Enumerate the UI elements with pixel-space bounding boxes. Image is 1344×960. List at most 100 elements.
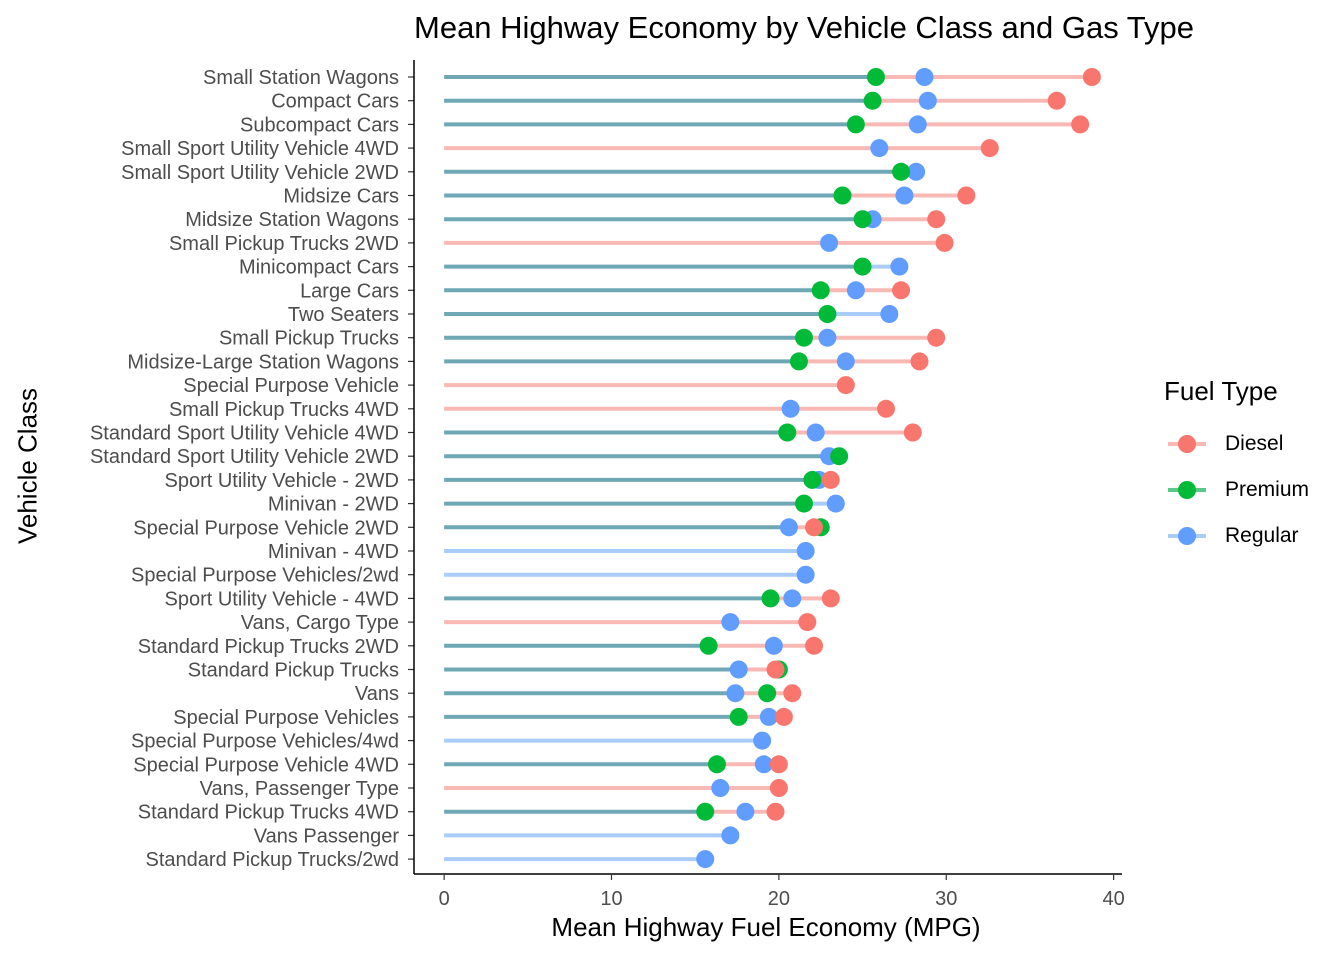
point-regular-row-11 [818,328,837,347]
point-premium-row-12 [789,352,808,371]
point-premium-row-17 [803,470,822,489]
y-tick-label-13: Special Purpose Vehicle [183,375,399,397]
y-tick-label-6: Midsize Station Wagons [185,209,399,231]
point-diesel-row-2 [1071,115,1090,134]
point-regular-row-2 [908,115,927,134]
point-diesel-row-26 [783,684,802,703]
point-diesel-row-5 [957,186,976,205]
legend-key-diesel-dot [1178,435,1196,453]
point-diesel-row-22 [821,589,840,608]
y-tick-label-9: Large Cars [300,280,399,302]
point-diesel-row-0 [1082,68,1101,86]
point-premium-row-4 [892,162,911,181]
point-regular-row-30 [711,779,730,797]
point-premium-row-10 [818,305,837,323]
point-premium-row-27 [729,707,748,726]
point-regular-row-24 [764,636,783,655]
point-premium-row-9 [811,281,830,300]
point-diesel-row-9 [892,281,911,300]
x-tick-label-1: 10 [600,888,622,910]
y-tick-label-21: Special Purpose Vehicles/2wd [131,565,399,587]
point-diesel-row-13 [836,376,855,395]
y-tick-label-7: Small Pickup Trucks 2WD [169,233,399,255]
y-tick-label-23: Vans, Cargo Type [241,612,399,634]
point-regular-row-8 [890,257,909,276]
y-tick-label-17: Sport Utility Vehicle - 2WD [164,470,399,492]
point-regular-row-25 [729,660,748,679]
point-regular-row-27 [759,707,778,726]
point-diesel-row-15 [903,423,922,442]
point-premium-row-31 [696,802,715,821]
point-diesel-row-30 [769,779,788,797]
point-regular-row-29 [754,755,773,774]
x-tick-label-3: 30 [935,888,957,910]
y-tick-label-33: Standard Pickup Trucks/2wd [146,849,399,871]
point-regular-row-28 [753,731,772,750]
point-diesel-row-7 [935,233,954,252]
point-regular-row-20 [796,542,815,560]
point-regular-row-23 [721,613,740,632]
x-tick-label-4: 40 [1103,888,1125,910]
point-regular-row-32 [721,826,740,845]
point-diesel-row-25 [766,660,785,679]
point-regular-row-31 [736,802,755,821]
legend-key-premium [1168,481,1206,499]
point-regular-row-10 [880,305,899,323]
point-diesel-row-31 [766,802,785,821]
x-tick-label-2: 20 [768,888,790,910]
point-regular-row-18 [826,494,845,513]
point-premium-row-15 [778,423,797,442]
x-tick-label-0: 0 [439,888,450,910]
y-tick-label-22: Sport Utility Vehicle - 4WD [164,588,399,610]
point-diesel-row-29 [769,755,788,774]
point-premium-row-6 [853,210,872,229]
point-regular-row-12 [836,352,855,371]
point-regular-row-21 [796,565,815,584]
legend-label-diesel: Diesel [1225,432,1284,455]
legend-key-premium-dot [1178,481,1196,499]
y-tick-label-29: Special Purpose Vehicle 4WD [133,754,399,776]
y-tick-label-30: Vans, Passenger Type [200,778,399,800]
y-tick-label-25: Standard Pickup Trucks [188,660,399,682]
point-premium-row-26 [758,684,777,703]
point-premium-row-8 [853,257,872,276]
point-premium-row-22 [761,589,780,608]
legend-item-premium: Premium [1164,467,1309,513]
point-diesel-row-14 [877,399,895,418]
point-diesel-row-11 [927,328,946,347]
point-premium-row-29 [707,755,726,774]
point-premium-row-18 [794,494,813,513]
point-regular-row-9 [846,281,865,300]
point-regular-row-19 [779,518,798,537]
y-tick-label-20: Minivan - 4WD [268,541,399,563]
point-diesel-row-27 [774,707,793,726]
point-premium-row-1 [863,91,882,110]
y-tick-label-2: Subcompact Cars [240,114,399,136]
point-regular-row-22 [783,589,802,608]
y-tick-label-4: Small Sport Utility Vehicle 2WD [121,162,399,184]
y-tick-label-32: Vans Passenger [254,825,400,847]
y-tick-label-14: Small Pickup Trucks 4WD [169,399,399,421]
point-diesel-row-3 [980,139,999,158]
y-tick-label-1: Compact Cars [271,91,399,113]
point-regular-row-5 [895,186,914,205]
point-regular-row-3 [870,139,889,158]
y-tick-label-0: Small Station Wagons [203,67,399,89]
y-tick-label-18: Minivan - 2WD [268,494,399,516]
y-tick-label-31: Standard Pickup Trucks 4WD [138,802,399,824]
legend-key-diesel [1168,435,1206,453]
point-premium-row-5 [833,186,852,205]
y-tick-label-19: Special Purpose Vehicle 2WD [133,517,399,539]
x-axis-title: Mean Highway Fuel Economy (MPG) [551,912,981,942]
point-premium-row-24 [699,636,718,655]
point-diesel-row-23 [798,613,817,632]
y-tick-label-16: Standard Sport Utility Vehicle 2WD [90,446,399,468]
point-diesel-row-24 [805,636,824,655]
y-tick-label-12: Midsize-Large Station Wagons [127,351,399,373]
y-tick-label-24: Standard Pickup Trucks 2WD [138,636,399,658]
legend-key-regular-dot [1178,527,1196,545]
y-tick-label-8: Minicompact Cars [239,257,399,279]
point-diesel-row-6 [927,210,946,229]
point-regular-row-14 [781,399,800,418]
